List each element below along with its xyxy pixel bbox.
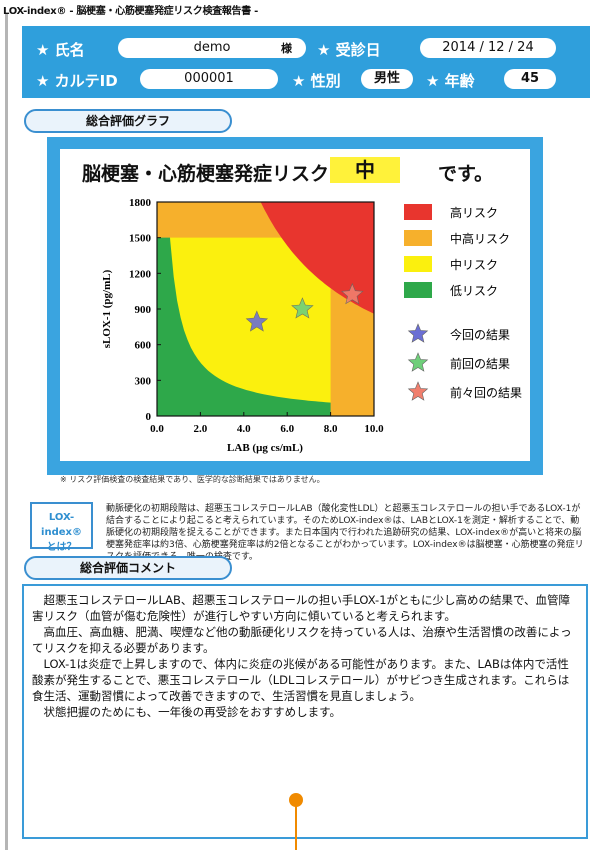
karte-id-label: ★ カルテID xyxy=(36,72,118,90)
age-label: ★ 年齢 xyxy=(426,72,475,90)
legend-star xyxy=(407,323,429,343)
name-label: ★ 氏名 xyxy=(36,41,85,59)
comment-section-title: 総合評価コメント xyxy=(24,556,232,580)
y-axis-label: sLOX-1 (pg/mL) xyxy=(101,269,113,348)
x-tick-label: 2.0 xyxy=(194,423,208,435)
graph-panel: 脳梗塞・心筋梗塞発症リスクは 中 です。 0 300 600 900 1200 1500 1… xyxy=(60,149,530,461)
legend-star xyxy=(407,352,429,372)
age-value: 45 xyxy=(520,71,540,86)
legend-label: 中リスク xyxy=(450,257,498,272)
y-tick-label: 900 xyxy=(135,304,152,316)
document-title: LOX-index® - 脳梗塞・心筋梗塞発症リスク検査報告書 - xyxy=(3,6,258,17)
comment-paragraph-1: 超悪玉コレステロールLAB、超悪玉コレステロールの担い手LOX-1がともに少し高… xyxy=(32,593,571,623)
sex-value: 男性 xyxy=(373,71,400,86)
legend-result-label: 前回の結果 xyxy=(450,356,510,371)
karte-id-field: 000001 xyxy=(140,69,278,89)
legend-star xyxy=(407,381,429,401)
legend-swatch xyxy=(404,256,432,272)
sex-label: ★ 性別 xyxy=(292,72,341,90)
connector-line xyxy=(295,797,297,850)
legend-swatch xyxy=(404,230,432,246)
x-axis-label: LAB (μg cs/mL) xyxy=(227,442,303,454)
disclaimer-note: ※ リスク評価検査の検査結果であり、医学的な診断結果ではありません。 xyxy=(60,475,325,484)
risk-level-badge: 中 xyxy=(330,157,400,183)
graph-section-title: 総合評価グラフ xyxy=(24,109,232,133)
result-star-2 xyxy=(291,297,314,319)
patient-header: ★ 氏名 demo 様 ★ 受診日 2014 / 12 / 24 ★ カルテID… xyxy=(22,26,590,98)
legend-swatch xyxy=(404,204,432,220)
y-tick-label: 1200 xyxy=(129,268,152,280)
x-tick-label: 0.0 xyxy=(150,423,164,435)
graph-frame: 脳梗塞・心筋梗塞発症リスクは 中 です。 0 300 600 900 1200 1500 1… xyxy=(47,137,543,475)
x-tick-label: 8.0 xyxy=(324,423,338,435)
x-tick-label: 4.0 xyxy=(237,423,251,435)
legend-result-label: 今回の結果 xyxy=(450,327,510,342)
legend-label: 高リスク xyxy=(450,205,498,220)
exam-date-value: 2014 / 12 / 24 xyxy=(442,40,534,55)
comment-text: 超悪玉コレステロールLAB、超悪玉コレステロールの担い手LOX-1がともに少し高… xyxy=(32,592,578,720)
y-axis-ticks: 0 300 600 900 1200 1500 1800 xyxy=(129,197,161,423)
sex-field: 男性 xyxy=(361,69,413,89)
y-tick-label: 1500 xyxy=(129,233,152,245)
comment-paragraph-2: 高血圧、高血糖、肥満、喫煙など他の動脈硬化リスクを持っている人は、治療や生活習慣… xyxy=(32,625,572,655)
risk-zones xyxy=(157,202,374,416)
comment-paragraph-4: 状態把握のためにも、一年後の再受診をおすすめします。 xyxy=(43,705,342,719)
y-tick-label: 300 xyxy=(135,375,152,387)
x-tick-label: 10.0 xyxy=(364,423,384,435)
lox-index-box: LOX-index® とは？ xyxy=(30,502,93,553)
zone-high xyxy=(260,202,374,314)
exam-date-field: 2014 / 12 / 24 xyxy=(420,38,556,58)
legend-label: 低リスク xyxy=(450,284,498,298)
x-tick-label: 6.0 xyxy=(280,423,294,435)
graph-headline-suffix: です。 xyxy=(438,163,494,185)
name-value: demo xyxy=(193,40,231,55)
age-field: 45 xyxy=(504,69,556,89)
comment-paragraph-3: LOX-1は炎症で上昇しますので、体内に炎症の兆候がある可能性があります。また、… xyxy=(32,657,570,703)
legend-result-label: 前々回の結果 xyxy=(450,385,522,400)
result-star-1 xyxy=(245,310,269,332)
result-star-3 xyxy=(341,282,364,305)
karte-id-value: 000001 xyxy=(184,71,234,86)
legend-swatch xyxy=(404,282,432,298)
graph-headline: 脳梗塞・心筋梗塞発症リスクは xyxy=(82,163,349,185)
legend-label: 中高リスク xyxy=(450,231,510,246)
name-field: demo xyxy=(118,38,306,58)
comment-box: 超悪玉コレステロールLAB、超悪玉コレステロールの担い手LOX-1がともに少し高… xyxy=(22,584,588,839)
exam-date-label: ★ 受診日 xyxy=(317,41,381,59)
x-axis-ticks: 0.0 2.0 4.0 6.0 8.0 10.0 xyxy=(150,412,384,435)
lox-index-box-line2: とは？ xyxy=(46,542,77,553)
y-tick-label: 600 xyxy=(135,340,152,352)
risk-chart: 0 300 600 900 1200 1500 1800 0.0 2.0 4.0 6.0 8.0 10… xyxy=(101,197,522,454)
y-tick-label: 1800 xyxy=(129,197,152,209)
lox-index-explanation: 動脈硬化の初期段階は、超悪玉コレステロールLAB（酸化変性LDL）と超悪玉コレス… xyxy=(106,504,584,562)
left-margin-bar xyxy=(5,14,8,850)
honorific-label: 様 xyxy=(281,42,292,55)
y-tick-label: 0 xyxy=(146,411,152,423)
lox-index-box-line1: LOX-index® xyxy=(41,512,82,538)
result-points xyxy=(245,282,364,332)
